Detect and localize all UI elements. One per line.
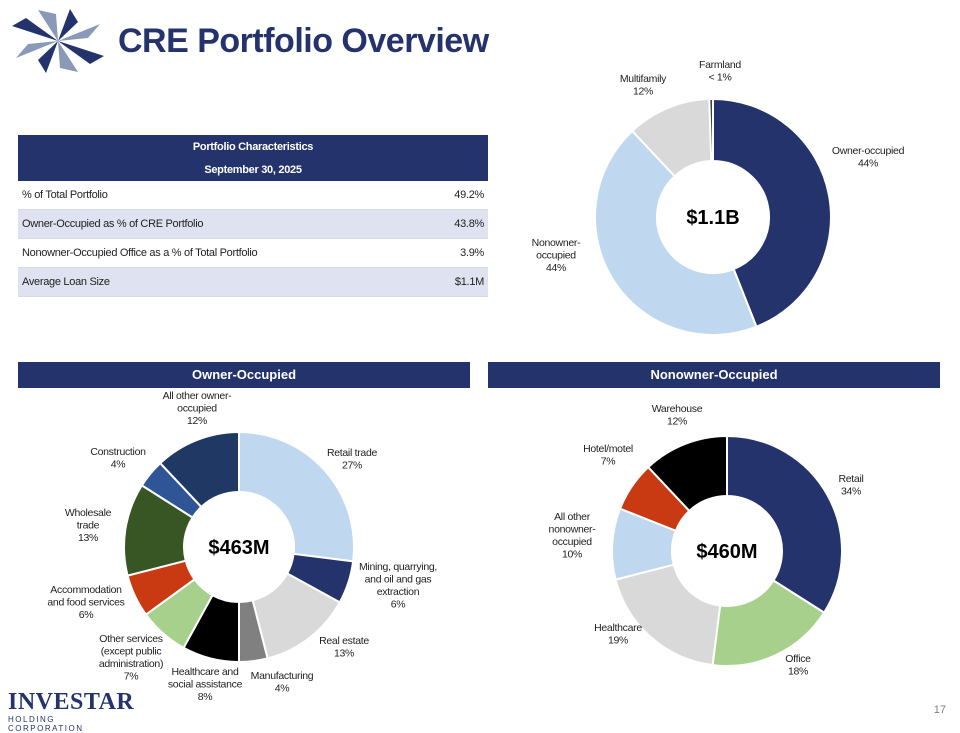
table-row: Nonowner-Occupied Office as a % of Total…	[18, 238, 488, 268]
donut-slice-all-other-owner-occupied	[158, 430, 240, 509]
row-label: Average Loan Size	[18, 267, 425, 297]
portfolio-characteristics-table: Portfolio Characteristics September 30, …	[18, 135, 488, 297]
table-header-date: September 30, 2025	[18, 158, 488, 181]
row-label: Nonowner-Occupied Office as a % of Total…	[18, 238, 425, 268]
donut-label: Wholesale trade 13%	[65, 507, 112, 544]
row-value: 3.9%	[424, 238, 488, 268]
owner-occupied-header: Owner-Occupied	[18, 362, 470, 388]
company-name: INVESTAR	[8, 689, 135, 715]
donut-label: Other services (except public administrati…	[99, 633, 163, 683]
donut-label: Retail 34%	[838, 473, 863, 498]
donut-label: Construction 4%	[90, 446, 146, 471]
row-value: $1.1M	[424, 267, 488, 297]
donut-label: Hotel/motel 7%	[583, 443, 633, 468]
table-row: % of Total Portfolio 49.2%	[18, 181, 488, 210]
company-logo: INVESTAR HOLDING CORPORATION	[8, 689, 135, 733]
donut-label: Multifamily 12%	[620, 73, 667, 98]
donut-slice-owner-occupied	[712, 97, 833, 329]
row-label: Owner-Occupied as % of CRE Portfolio	[18, 209, 425, 239]
logo-star-icon	[12, 9, 104, 73]
table-header-title: Portfolio Characteristics	[18, 135, 488, 158]
donut-label: Warehouse 12%	[652, 403, 703, 428]
page-title: CRE Portfolio Overview	[118, 22, 489, 60]
donut-slice-healthcare	[614, 563, 722, 667]
donut-label: Manufacturing 4%	[251, 670, 314, 695]
donut-slice-farmland	[708, 97, 714, 163]
donut-center-label: $1.1B	[686, 207, 739, 229]
donut-center-label: $463M	[208, 537, 269, 559]
donut-label: Office 18%	[785, 653, 811, 678]
table-row: Average Loan Size $1.1M	[18, 267, 488, 297]
donut-label: Real estate 13%	[319, 635, 369, 660]
row-value: 43.8%	[424, 209, 488, 239]
donut-label: Nonowner-occupied 44%	[532, 237, 581, 274]
donut-label: Healthcare and social assistance 8%	[168, 666, 243, 703]
donut-label: Healthcare 19%	[594, 622, 642, 647]
donut-label: All other owner-occupied 12%	[163, 390, 233, 427]
page-number: 17	[933, 704, 946, 716]
table-row: Owner-Occupied as % of CRE Portfolio 43.…	[18, 209, 488, 239]
row-value: 49.2%	[424, 181, 488, 210]
donut-label: Retail trade 27%	[327, 447, 378, 472]
donut-slice-retail-trade	[238, 430, 355, 563]
donut-label: Mining, quarrying, and oil and gas extract…	[359, 561, 437, 611]
donut-label: Farmland < 1%	[699, 59, 741, 84]
donut-label: Accommodation and food services 6%	[47, 584, 124, 621]
row-label: % of Total Portfolio	[18, 181, 425, 210]
donut-center-label: $460M	[696, 541, 757, 563]
company-subtitle: HOLDING CORPORATION	[8, 715, 84, 733]
donut-slice-retail	[726, 434, 843, 615]
donut-label: All other nonowner-occupied 10%	[549, 511, 597, 561]
donut-slice-warehouse	[646, 434, 728, 513]
donut-label: Owner-occupied 44%	[832, 145, 905, 170]
nonowner-occupied-header: Nonowner-Occupied	[488, 362, 940, 388]
donut-slice-nonowner-occupied	[594, 129, 758, 336]
